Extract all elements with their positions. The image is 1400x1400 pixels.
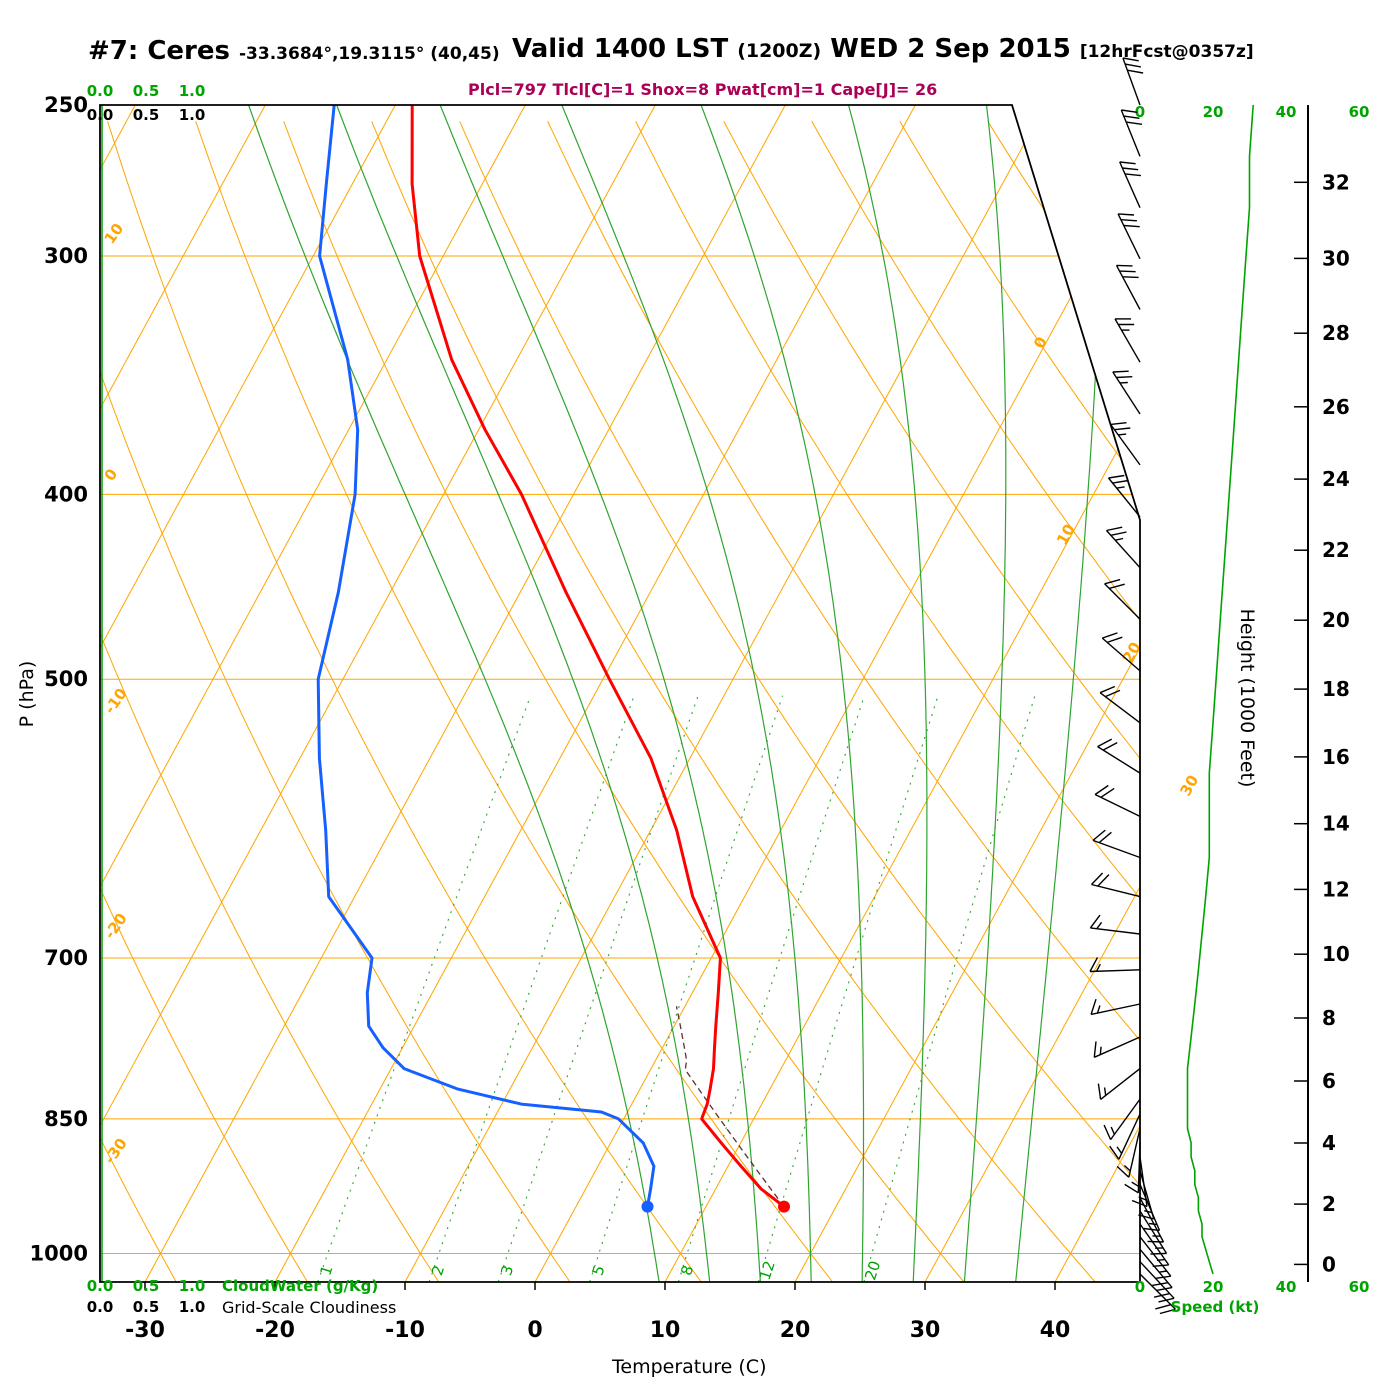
svg-text:20: 20 bbox=[780, 1318, 811, 1343]
cloudwater-label: CloudWater (g/Kg) bbox=[222, 1277, 379, 1295]
moist-adiabats bbox=[248, 105, 1106, 1282]
temperature-axis-label: Temperature (C) bbox=[612, 1356, 767, 1378]
svg-text:40: 40 bbox=[1276, 103, 1297, 121]
dry-adiabats bbox=[100, 121, 1140, 1282]
svg-text:28: 28 bbox=[1322, 321, 1350, 345]
svg-text:300: 300 bbox=[44, 244, 88, 268]
valid-time: Valid 1400 LST bbox=[512, 34, 729, 64]
svg-text:40: 40 bbox=[1276, 1278, 1297, 1296]
svg-text:0: 0 bbox=[527, 1318, 542, 1343]
svg-text:14: 14 bbox=[1322, 812, 1350, 836]
mixing-ratio-lines bbox=[317, 695, 1036, 1282]
stability-parameters: Plcl=797 Tlcl[C]=1 Shox=8 Pwat[cm]=1 Cap… bbox=[468, 80, 938, 99]
svg-text:4: 4 bbox=[1322, 1131, 1336, 1155]
mixing-ratio-labels: 1 2 3 5 8 12 20 bbox=[316, 1259, 884, 1283]
station-title: #7: Ceres bbox=[88, 36, 230, 66]
isobars bbox=[100, 255, 1140, 1254]
svg-text:22: 22 bbox=[1322, 538, 1350, 562]
cloudiness-scale-bottom: 0.0 0.5 1.0 Grid-Scale Cloudiness bbox=[86, 1298, 397, 1317]
cloudwater-scale-bottom: 0.0 0.5 1.0 CloudWater (g/Kg) bbox=[86, 1277, 379, 1295]
station-title-row: #7: Ceres -33.3684°,19.3115° (40,45) bbox=[88, 36, 500, 66]
svg-text:8: 8 bbox=[1322, 1006, 1336, 1030]
height-axis-label: Height (1000 Feet) bbox=[1236, 608, 1258, 788]
svg-text:2: 2 bbox=[428, 1263, 448, 1278]
temperature-tick-labels: -30 -20 -10 0 10 20 30 40 bbox=[125, 1282, 1070, 1343]
forecast-tag: [12hrFcst@0357z] bbox=[1079, 42, 1254, 62]
svg-text:0: 0 bbox=[1135, 1278, 1145, 1296]
svg-text:3: 3 bbox=[497, 1263, 517, 1278]
svg-text:-10: -10 bbox=[385, 1318, 425, 1343]
wind-barbs bbox=[1089, 57, 1176, 1315]
svg-text:30: 30 bbox=[1176, 772, 1202, 799]
svg-text:20: 20 bbox=[1203, 1278, 1224, 1296]
svg-text:12: 12 bbox=[756, 1259, 779, 1283]
svg-text:18: 18 bbox=[1322, 677, 1350, 701]
svg-text:-20: -20 bbox=[255, 1318, 295, 1343]
wind-speed-profile bbox=[1186, 104, 1254, 1275]
svg-text:10: 10 bbox=[101, 220, 128, 247]
speed-axis-label: Speed (kt) bbox=[1170, 1298, 1260, 1316]
cloudiness-label: Grid-Scale Cloudiness bbox=[222, 1298, 397, 1317]
temperature-profile bbox=[410, 105, 786, 1209]
valid-time-title-row: Valid 1400 LST (1200Z) WED 2 Sep 2015 [1… bbox=[512, 34, 1254, 64]
svg-text:24: 24 bbox=[1322, 467, 1350, 491]
svg-text:10: 10 bbox=[1053, 521, 1079, 548]
parcel-trace bbox=[675, 1006, 785, 1207]
svg-text:-10: -10 bbox=[101, 685, 131, 718]
surface-temperature-dot bbox=[777, 1200, 790, 1213]
cloudiness-scale-top: 0.0 0.5 1.0 bbox=[86, 106, 206, 124]
svg-text:10: 10 bbox=[1322, 942, 1350, 966]
svg-text:-30: -30 bbox=[125, 1318, 165, 1343]
svg-text:60: 60 bbox=[1349, 103, 1370, 121]
svg-text:400: 400 bbox=[44, 482, 88, 506]
svg-text:26: 26 bbox=[1322, 395, 1350, 419]
svg-text:850: 850 bbox=[44, 1107, 88, 1131]
svg-text:20: 20 bbox=[861, 1259, 884, 1283]
cloudwater-scale-top: 0.0 0.5 1.0 bbox=[86, 82, 206, 100]
svg-text:-30: -30 bbox=[101, 1135, 131, 1168]
svg-text:12: 12 bbox=[1322, 877, 1350, 901]
svg-text:8: 8 bbox=[677, 1263, 697, 1278]
svg-text:6: 6 bbox=[1322, 1069, 1336, 1093]
station-coords: -33.3684°,19.3115° (40,45) bbox=[238, 44, 500, 64]
svg-text:1000: 1000 bbox=[30, 1241, 88, 1265]
plot-border bbox=[99, 104, 1141, 1283]
svg-text:0: 0 bbox=[1135, 103, 1145, 121]
svg-text:32: 32 bbox=[1322, 170, 1350, 194]
svg-text:5: 5 bbox=[589, 1263, 609, 1278]
valid-date: WED 2 Sep 2015 bbox=[830, 34, 1071, 64]
svg-text:16: 16 bbox=[1322, 745, 1350, 769]
svg-text:250: 250 bbox=[44, 93, 88, 117]
svg-text:10: 10 bbox=[650, 1318, 681, 1343]
svg-text:0: 0 bbox=[1322, 1252, 1336, 1276]
svg-text:-20: -20 bbox=[101, 910, 131, 943]
svg-text:60: 60 bbox=[1349, 1278, 1370, 1296]
pressure-axis-label: P (hPa) bbox=[16, 660, 38, 728]
svg-text:20: 20 bbox=[1203, 103, 1224, 121]
profiles bbox=[316, 105, 786, 1209]
svg-text:500: 500 bbox=[44, 667, 88, 691]
svg-text:20: 20 bbox=[1322, 608, 1350, 632]
svg-text:2: 2 bbox=[1322, 1192, 1336, 1216]
pressure-tick-labels: 250 300 400 500 700 850 1000 bbox=[30, 93, 88, 1265]
surface-dewpoint-dot bbox=[641, 1200, 654, 1213]
dewpoint-profile bbox=[316, 105, 656, 1209]
svg-text:40: 40 bbox=[1040, 1318, 1071, 1343]
svg-text:30: 30 bbox=[910, 1318, 941, 1343]
isotherms bbox=[100, 105, 1140, 1282]
svg-text:0: 0 bbox=[1030, 334, 1051, 352]
valid-zulu: (1200Z) bbox=[737, 40, 822, 62]
svg-text:0: 0 bbox=[101, 465, 122, 484]
svg-text:1: 1 bbox=[316, 1263, 336, 1278]
svg-text:700: 700 bbox=[44, 946, 88, 970]
svg-text:30: 30 bbox=[1322, 246, 1350, 270]
